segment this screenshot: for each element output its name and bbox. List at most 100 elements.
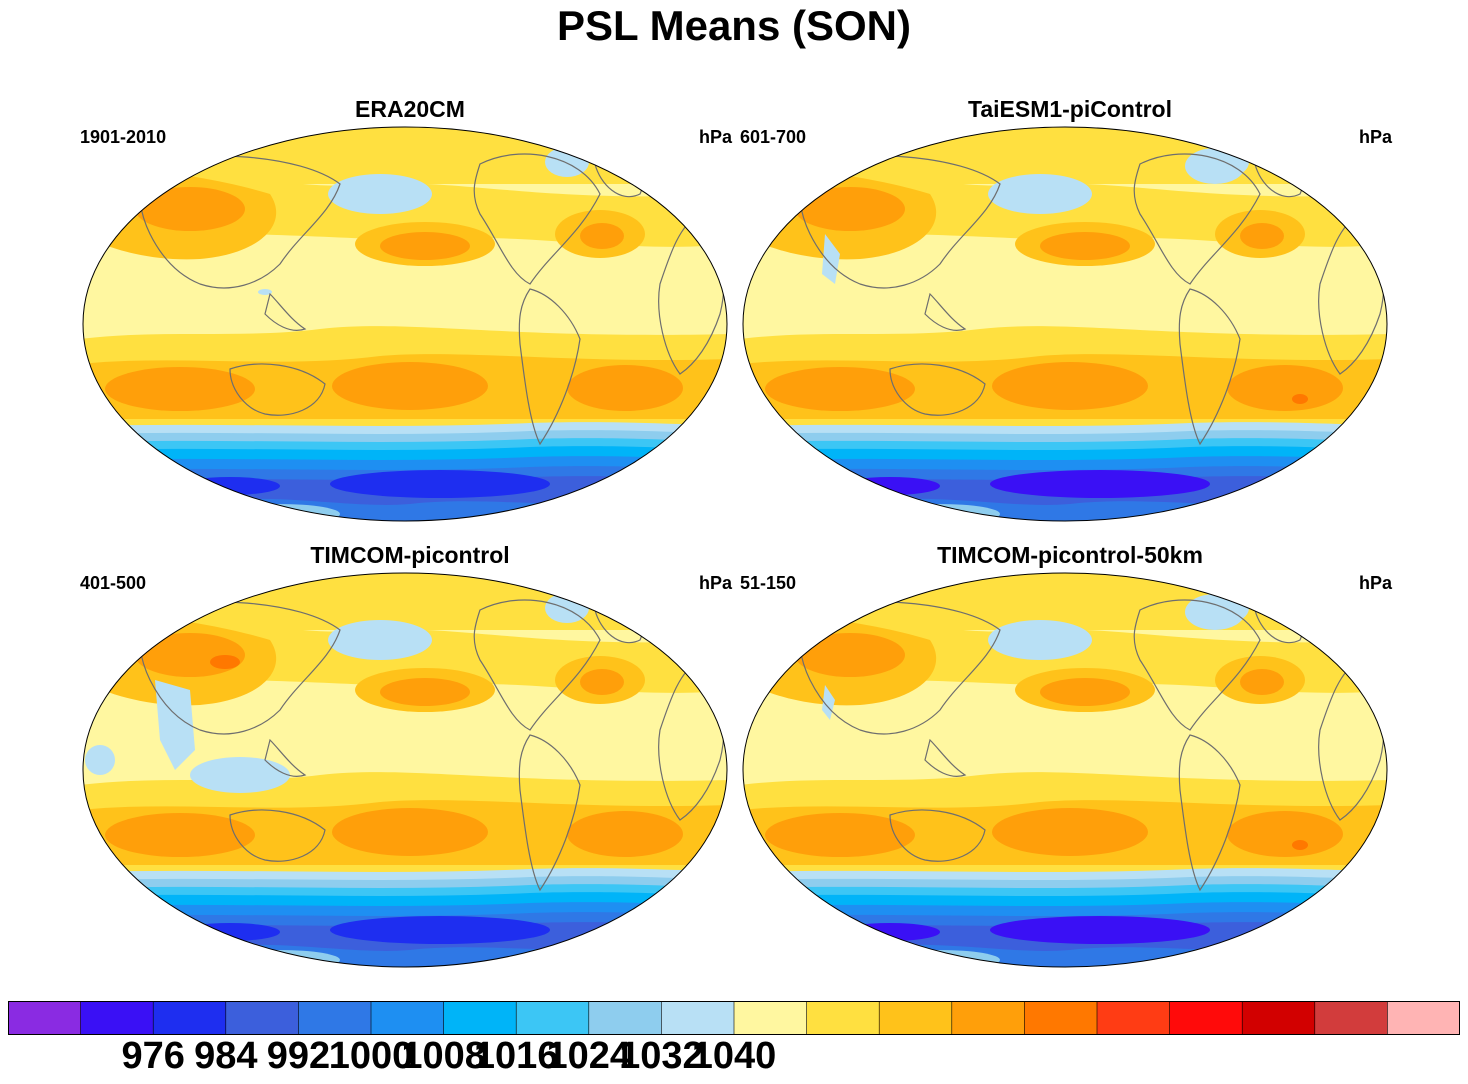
colorbar-swatch [225, 1001, 299, 1035]
pressure-band-north [83, 573, 727, 630]
robinson-map [82, 126, 728, 522]
colorbar-labels: 976 984 992 1000 1008 1016 1024 1032 1040 [0, 1035, 1468, 1083]
panel-units: hPa [1358, 127, 1392, 147]
high-pressure-core [1292, 394, 1308, 404]
panel-period: 1901-2010 [80, 127, 167, 147]
colorbar-swatch [153, 1001, 227, 1035]
colorbar-swatch [1242, 1001, 1316, 1035]
aleutian-low [988, 620, 1092, 660]
high-pressure-cell [332, 808, 488, 856]
siberian-high [795, 633, 905, 677]
siberian-high-core [210, 655, 240, 669]
pressure-band-north [743, 573, 1387, 630]
robinson-map [82, 572, 728, 968]
panel-period: 601-700 [740, 127, 807, 147]
colorbar-swatch [588, 1001, 662, 1035]
land-outline [518, 288, 581, 446]
panel-title: ERA20CM [355, 96, 465, 122]
high-pressure-core [1292, 840, 1308, 850]
north-pacific-high [1040, 232, 1130, 260]
colorbar-swatch [8, 1001, 82, 1035]
aleutian-low [328, 174, 432, 214]
maritime-continent-low [190, 757, 290, 793]
high-pressure-cell [567, 811, 683, 857]
antarctica-high-spot [290, 516, 310, 521]
high-pressure-cell [105, 367, 255, 411]
colorbar-swatch [1387, 1001, 1460, 1035]
circumpolar-trough-core [990, 470, 1210, 498]
high-pressure-cell [105, 813, 255, 857]
panel-title: TIMCOM-picontrol-50km [937, 542, 1203, 568]
colorbar-border [8, 1001, 1460, 1035]
pressure-band-north [83, 127, 727, 184]
colorbar-tick-label: 1032 [619, 1035, 704, 1077]
azores-high [580, 223, 624, 249]
land-outline [889, 363, 986, 416]
colorbar-tick-label: 1008 [401, 1035, 486, 1077]
map-panel-era20cm: ERA20CM 1901-2010 hPa [80, 96, 740, 536]
map-border [82, 126, 728, 522]
colorbar-swatch [951, 1001, 1025, 1035]
azores-high [1240, 223, 1284, 249]
land-outline [473, 153, 601, 285]
colorbar-swatch [298, 1001, 372, 1035]
map-panel-taiesm1: TaiESM1-piControl 601-700 hPa [740, 96, 1400, 536]
land-outline [924, 292, 967, 331]
pressure-band-north [743, 127, 1387, 184]
colorbar-swatch [1097, 1001, 1171, 1035]
colorbar-tick-label: 976 [121, 1035, 185, 1077]
land-outline [137, 155, 341, 289]
land-outline [889, 809, 986, 862]
aleutian-low [328, 620, 432, 660]
north-pacific-high [380, 678, 470, 706]
high-pressure-cell [567, 365, 683, 411]
map-panel-timcom: TIMCOM-picontrol 401-500 hPa [80, 542, 740, 982]
high-pressure-cell [765, 367, 915, 411]
high-pressure-cell [1227, 365, 1343, 411]
land-outline [1133, 599, 1261, 731]
colorbar-swatch [1314, 1001, 1388, 1035]
land-outline [797, 601, 1001, 735]
panel-period: 401-500 [80, 573, 147, 593]
high-pressure-cell [992, 362, 1148, 410]
high-pressure-cell [332, 362, 488, 410]
africa-low-patch [85, 745, 115, 775]
colorbar-swatch [734, 1001, 808, 1035]
azores-high [1240, 669, 1284, 695]
land-outline [264, 738, 307, 777]
panel-title: TIMCOM-picontrol [310, 542, 510, 568]
colorbar-swatch [516, 1001, 590, 1035]
colorbar-swatch [1024, 1001, 1098, 1035]
circumpolar-trough-core [840, 923, 940, 941]
colorbar-swatch [80, 1001, 154, 1035]
map-border [742, 126, 1388, 522]
siberian-high [795, 187, 905, 231]
colorbar-tick-label: 1024 [546, 1035, 632, 1077]
panel-units: hPa [698, 127, 732, 147]
map-field [743, 573, 1387, 967]
panel-title: TaiESM1-piControl [967, 96, 1172, 122]
panel-period: 51-150 [740, 573, 797, 593]
land-outline [1178, 734, 1241, 892]
circumpolar-trough-core [840, 477, 940, 495]
robinson-map [742, 126, 1388, 522]
colorbar-swatch [371, 1001, 445, 1035]
land-outline [264, 292, 307, 331]
map-field [83, 573, 727, 967]
azores-high [580, 669, 624, 695]
land-outline [924, 738, 967, 777]
colorbar-tick-label: 1040 [691, 1035, 777, 1077]
colorbar-swatch [661, 1001, 735, 1035]
figure-title: PSL Means (SON) [557, 2, 911, 49]
high-pressure-cell [992, 808, 1148, 856]
land-outline [518, 734, 581, 892]
circumpolar-trough-core [180, 923, 280, 941]
india-low-patch [155, 680, 195, 770]
colorbar [8, 1001, 1460, 1035]
land-outline [1133, 153, 1261, 285]
panel-units: hPa [698, 573, 732, 593]
circumpolar-trough-core [330, 470, 550, 498]
colorbar-swatch [443, 1001, 517, 1035]
north-pacific-high [380, 232, 470, 260]
colorbar-tick-label: 984 [194, 1035, 258, 1077]
